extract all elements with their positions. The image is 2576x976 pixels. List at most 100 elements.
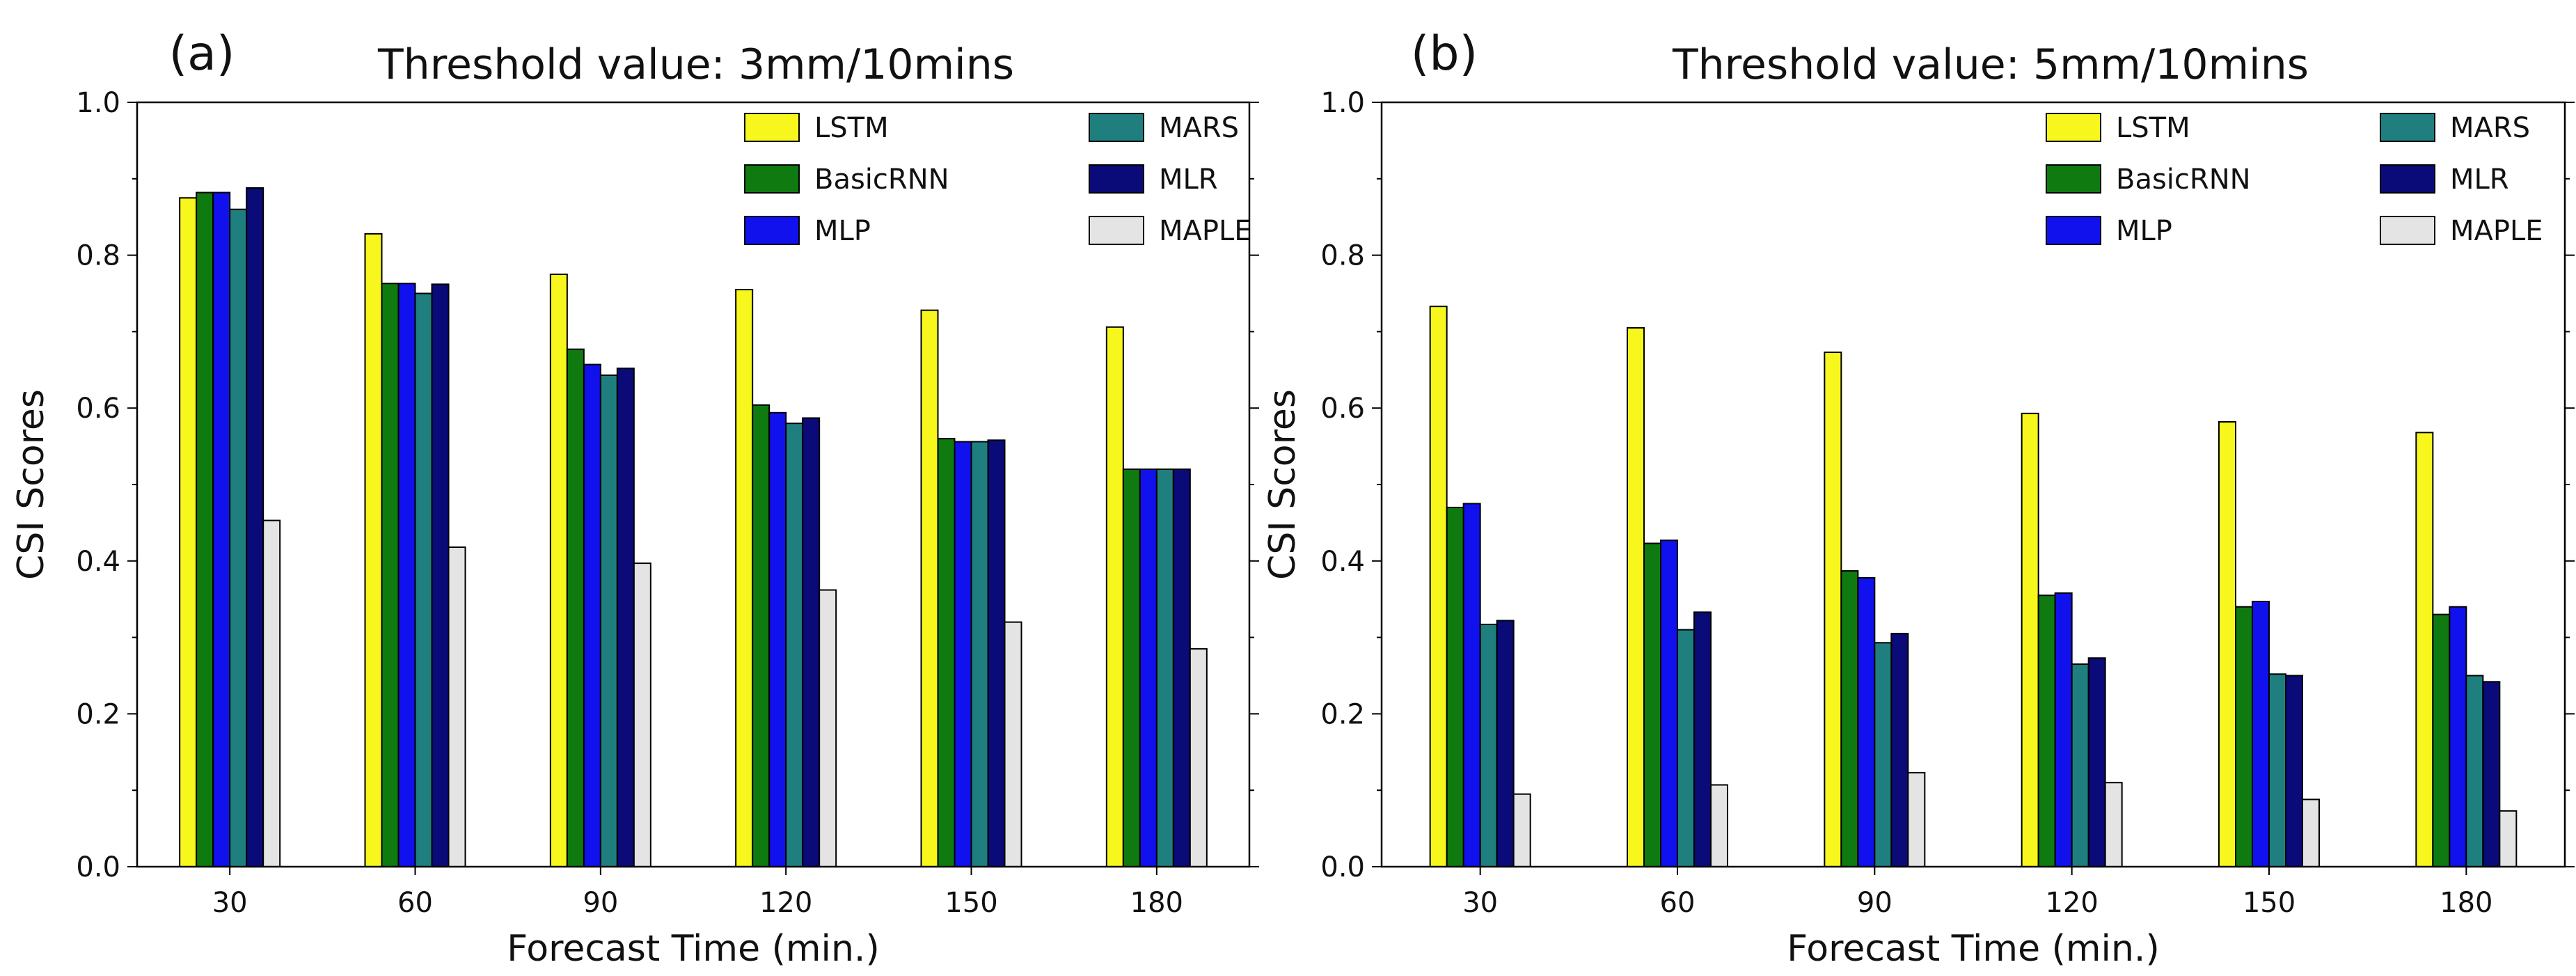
legend-label-mlp: MLP <box>814 215 871 247</box>
bar-mlr-150 <box>987 439 1006 867</box>
bar-basicrnn-90 <box>1840 570 1859 867</box>
panel-label: (a) <box>169 26 235 81</box>
legend-label-mars: MARS <box>2450 112 2530 144</box>
legend-label-mars: MARS <box>1159 112 1239 144</box>
chart-title: Threshold value: 3mm/10mins <box>377 40 1014 89</box>
legend-label-mlr: MLR <box>2450 164 2509 196</box>
y-tick-label: 0.0 <box>1320 851 1365 883</box>
x-tick-label: 180 <box>2440 887 2492 919</box>
x-tick-label: 150 <box>945 887 997 919</box>
bar-basicrnn-120 <box>752 404 771 867</box>
bar-mlr-90 <box>1890 633 1909 867</box>
bar-maple-60 <box>1710 784 1728 868</box>
bar-mlr-30 <box>1496 620 1515 867</box>
bar-maple-60 <box>448 546 466 867</box>
y-tick-label: 0.2 <box>76 698 120 730</box>
bar-mlr-60 <box>1693 611 1712 868</box>
bar-lstm-150 <box>920 309 939 867</box>
bar-mlp-120 <box>2054 592 2073 868</box>
legend-swatch-maple <box>2380 216 2435 245</box>
bar-lstm-180 <box>2415 432 2434 867</box>
legend-swatch-lstm <box>2046 113 2101 142</box>
y-tick-label: 0.4 <box>76 546 120 578</box>
bar-lstm-90 <box>1824 352 1842 867</box>
bar-basicrnn-180 <box>2432 613 2451 867</box>
y-tick-label: 1.0 <box>76 87 120 119</box>
y-tick-label: 0.8 <box>1320 240 1365 272</box>
bar-maple-90 <box>1907 771 1926 868</box>
bar-mlr-120 <box>2087 657 2106 867</box>
bar-mars-180 <box>1155 469 1174 867</box>
bar-mlr-180 <box>2482 681 2501 867</box>
bar-mlp-180 <box>1139 469 1157 867</box>
bar-lstm-60 <box>1627 326 1645 868</box>
x-tick-label: 30 <box>1462 887 1498 919</box>
bar-basicrnn-180 <box>1122 469 1141 867</box>
bar-mlr-120 <box>802 417 821 867</box>
bar-mars-60 <box>1677 629 1695 867</box>
bar-mars-180 <box>2465 675 2484 867</box>
bar-maple-120 <box>2104 782 2123 867</box>
bar-basicrnn-30 <box>196 191 214 867</box>
bar-mlr-180 <box>1172 469 1191 867</box>
y-tick-label: 0.0 <box>76 851 120 883</box>
y-tick-label: 0.8 <box>76 240 120 272</box>
bar-mlp-30 <box>212 191 231 867</box>
bar-maple-150 <box>2302 798 2320 867</box>
legend-swatch-mars <box>1089 113 1144 142</box>
legend-swatch-lstm <box>744 113 800 142</box>
chart-panel-b: (b) Threshold value: 5mm/10mins 30 60 90 120 1… <box>1262 26 2575 970</box>
plot-frame <box>1380 101 2566 868</box>
legend-swatch-basicrnn <box>2046 164 2101 194</box>
bar-mars-30 <box>229 208 248 868</box>
bar-mlp-150 <box>954 441 972 867</box>
legend-swatch-mlp <box>744 216 800 245</box>
x-tick-label: 60 <box>397 887 433 919</box>
bar-mlr-150 <box>2285 675 2303 867</box>
x-tick-label: 60 <box>1660 887 1696 919</box>
bar-mars-90 <box>1874 642 1893 867</box>
bar-mlp-30 <box>1462 503 1481 867</box>
x-axis-label: Forecast Time (min.) <box>1787 928 2160 970</box>
bar-mlp-120 <box>768 411 787 867</box>
bar-maple-120 <box>819 589 837 867</box>
legend-swatch-mlp <box>2046 216 2101 245</box>
bar-mlp-60 <box>1660 540 1678 867</box>
legend-swatch-mlr <box>1089 164 1144 194</box>
legend-label-mlp: MLP <box>2116 215 2172 247</box>
chart-panel-a: (a) Threshold value: 3mm/10mins 30 60 90 120 1… <box>10 26 1259 970</box>
legend-label-mlr: MLR <box>1159 164 1218 196</box>
bar-basicrnn-120 <box>2037 595 2056 868</box>
y-tick-label: 1.0 <box>1320 87 1365 119</box>
legend-label-maple: MAPLE <box>2450 215 2543 247</box>
legend-swatch-maple <box>1089 216 1144 245</box>
bar-maple-30 <box>1512 793 1531 867</box>
bar-basicrnn-60 <box>381 283 400 867</box>
bar-mlr-90 <box>616 368 635 867</box>
bar-mlp-90 <box>1857 576 1876 867</box>
bar-lstm-30 <box>179 197 198 867</box>
bar-maple-150 <box>1004 621 1022 867</box>
y-axis-label: CSI Scores <box>1262 389 1304 580</box>
y-axis-label: CSI Scores <box>10 389 52 580</box>
bar-mars-150 <box>2268 673 2286 868</box>
y-tick-label: 0.6 <box>76 393 120 425</box>
y-tick-label: 0.4 <box>1320 546 1365 578</box>
bar-maple-30 <box>262 519 281 868</box>
legend-label-lstm: LSTM <box>2116 112 2190 144</box>
bar-basicrnn-30 <box>1446 506 1464 867</box>
chart-title: Threshold value: 5mm/10mins <box>1672 40 2309 89</box>
bar-lstm-150 <box>2218 420 2236 867</box>
bar-lstm-120 <box>2021 412 2039 867</box>
bar-maple-180 <box>1189 648 1208 867</box>
x-tick-label: 120 <box>2045 887 2098 919</box>
legend-label-basicrnn: BasicRNN <box>2116 164 2251 196</box>
bar-mlr-30 <box>246 187 264 867</box>
bar-basicrnn-150 <box>937 438 956 867</box>
x-tick-label: 120 <box>759 887 812 919</box>
panel-label: (b) <box>1411 26 1478 81</box>
x-tick-label: 30 <box>212 887 248 919</box>
y-tick-label: 0.6 <box>1320 393 1365 425</box>
bar-mars-90 <box>599 374 618 867</box>
